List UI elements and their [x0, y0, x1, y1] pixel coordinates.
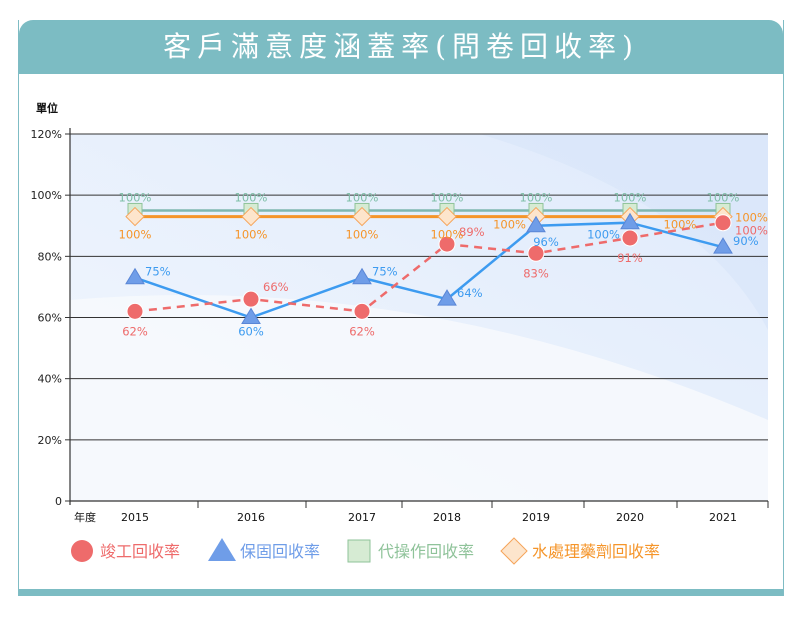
data-label: 100%: [707, 190, 740, 204]
data-label: 100%: [735, 211, 768, 225]
y-tick-label: 100%: [31, 189, 62, 202]
data-label: 62%: [349, 324, 375, 338]
legend-marker: [347, 539, 371, 563]
data-point: [352, 267, 372, 285]
data-label: 100%: [735, 224, 768, 238]
data-label: 100%: [346, 190, 379, 204]
x-tick-label: 2018: [433, 511, 461, 524]
data-label: 100%: [431, 190, 464, 204]
data-point: [621, 229, 639, 247]
x-tick-label: 2020: [616, 511, 644, 524]
legend-label: 保固回收率: [240, 542, 320, 561]
data-label: 60%: [238, 325, 264, 339]
data-point: [353, 302, 371, 320]
legend-item-3: 水處理藥劑回收率: [500, 537, 660, 565]
legend-item-1: 保固回收率: [208, 538, 320, 561]
data-point: [526, 215, 546, 233]
plot-wave-dark: [480, 134, 768, 330]
data-label: 100%: [614, 190, 647, 204]
series-1: [125, 212, 733, 324]
data-label: 100%: [664, 218, 697, 232]
data-label: 100%: [235, 228, 268, 242]
title-bar: 客戶滿意度涵蓋率(問卷回收率): [19, 20, 783, 74]
y-tick-label: 80%: [38, 250, 62, 263]
data-label: 83%: [523, 266, 549, 280]
x-tick-label: 2019: [522, 511, 550, 524]
data-label: 100%: [346, 228, 379, 242]
data-label: 100%: [587, 228, 620, 242]
data-point: [713, 237, 733, 254]
data-label: 100%: [235, 190, 268, 204]
legend-label: 水處理藥劑回收率: [532, 542, 660, 561]
data-label: 100%: [119, 190, 152, 204]
data-label: 100%: [520, 190, 553, 204]
data-point: [437, 289, 457, 306]
data-point: [527, 244, 545, 262]
data-point: [620, 212, 640, 230]
data-label: 75%: [145, 265, 171, 279]
legend-marker: [208, 538, 236, 561]
data-point: [437, 206, 457, 227]
data-label: 90%: [733, 234, 759, 248]
unit-label: 單位: [36, 101, 58, 115]
data-point: [125, 206, 145, 227]
data-label: 66%: [263, 280, 289, 294]
data-point: [241, 206, 261, 227]
data-point: [241, 307, 261, 324]
plot-wave-light: [70, 295, 768, 501]
data-label: 89%: [459, 225, 485, 239]
legend-item-2: 代操作回收率: [347, 539, 474, 563]
legend-marker: [71, 540, 93, 562]
x-tick-label: 2016: [237, 511, 265, 524]
data-label: 64%: [457, 286, 483, 300]
data-label: 62%: [122, 324, 148, 338]
y-tick-label: 0: [55, 495, 62, 508]
data-point: [438, 235, 456, 253]
x-tick-label: 2017: [348, 511, 376, 524]
data-label: 91%: [617, 251, 643, 265]
y-tick-label: 40%: [38, 373, 62, 386]
data-point: [126, 302, 144, 320]
data-point: [125, 267, 145, 285]
x-tick-label: 2015: [121, 511, 149, 524]
y-tick-label: 120%: [31, 128, 62, 141]
legend-item-0: 竣工回收率: [71, 540, 180, 562]
legend-label: 代操作回收率: [378, 542, 474, 561]
chart-title: 客戶滿意度涵蓋率(問卷回收率): [163, 30, 639, 63]
data-point: [352, 206, 372, 227]
data-point: [242, 290, 260, 308]
data-label: 100%: [431, 228, 464, 242]
legend-marker: [500, 537, 528, 565]
y-tick-label: 60%: [38, 312, 62, 325]
series-0: [126, 214, 732, 320]
x-axis-prefix: 年度: [74, 510, 96, 524]
data-point: [714, 214, 732, 232]
y-tick-label: 20%: [38, 434, 62, 447]
data-label: 75%: [372, 265, 398, 279]
data-label: 100%: [493, 218, 526, 232]
legend-label: 竣工回收率: [100, 542, 180, 561]
data-label: 100%: [119, 228, 152, 242]
x-tick-label: 2021: [709, 511, 737, 524]
bottom-bar: [19, 589, 783, 596]
data-label: 96%: [533, 235, 559, 249]
